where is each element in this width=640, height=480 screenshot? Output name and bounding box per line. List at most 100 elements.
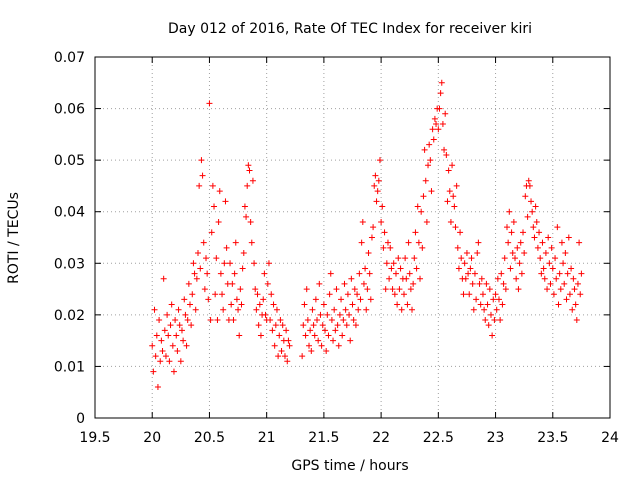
data-point	[164, 311, 171, 318]
data-point	[168, 301, 175, 308]
data-point	[208, 229, 215, 236]
data-point	[443, 151, 450, 158]
data-point	[489, 332, 496, 339]
data-point	[185, 280, 192, 287]
data-point	[381, 229, 388, 236]
data-point	[359, 219, 366, 226]
data-point	[261, 270, 268, 277]
data-point	[510, 219, 517, 226]
data-point	[186, 301, 193, 308]
data-point	[173, 332, 180, 339]
data-point	[556, 270, 563, 277]
data-point	[198, 157, 205, 164]
data-point	[572, 301, 579, 308]
data-point	[455, 265, 462, 272]
data-point	[183, 342, 190, 349]
data-point	[322, 327, 329, 334]
data-point	[269, 327, 276, 334]
data-point	[441, 146, 448, 153]
data-point	[574, 280, 581, 287]
data-point	[229, 280, 236, 287]
data-point	[409, 306, 416, 313]
data-point	[217, 270, 224, 277]
data-point	[403, 275, 410, 282]
data-point	[209, 182, 216, 189]
data-point	[265, 260, 272, 267]
data-point	[578, 270, 585, 277]
data-point	[300, 322, 307, 329]
data-point	[486, 286, 493, 293]
x-tick-label: 23	[487, 430, 505, 446]
data-point	[391, 291, 398, 298]
data-point	[357, 296, 364, 303]
data-point	[402, 255, 409, 262]
data-point	[577, 291, 584, 298]
data-point	[479, 291, 486, 298]
data-point	[220, 306, 227, 313]
data-point	[351, 286, 358, 293]
data-point	[435, 126, 442, 133]
data-point	[469, 280, 476, 287]
data-point	[452, 224, 459, 231]
data-point	[396, 286, 403, 293]
data-point	[160, 275, 167, 282]
data-point	[458, 255, 465, 262]
data-point	[260, 296, 267, 303]
axis-ticks: 19.5 20 20.5 21 21.5 22 22.5 23 23.5 24 0 0.01 0.02 0…	[54, 50, 619, 446]
data-point	[405, 239, 412, 246]
data-point	[481, 306, 488, 313]
data-point	[278, 347, 285, 354]
data-point	[349, 301, 356, 308]
data-point	[324, 311, 331, 318]
data-point	[375, 177, 382, 184]
data-point	[306, 342, 313, 349]
data-point	[153, 332, 160, 339]
data-point	[494, 275, 501, 282]
data-point	[454, 244, 461, 251]
data-point	[284, 358, 291, 365]
data-point	[199, 172, 206, 179]
data-point	[407, 286, 414, 293]
data-point	[522, 193, 529, 200]
data-point	[276, 332, 283, 339]
data-point	[470, 306, 477, 313]
data-point	[355, 306, 362, 313]
x-tick-label: 21	[258, 430, 276, 446]
data-point	[211, 203, 218, 210]
data-point	[267, 317, 274, 324]
data-point	[389, 286, 396, 293]
data-point	[534, 244, 541, 251]
data-point	[319, 322, 326, 329]
data-point	[358, 239, 365, 246]
data-point	[346, 311, 353, 318]
data-point	[482, 317, 489, 324]
data-point	[227, 260, 234, 267]
data-point	[430, 136, 437, 143]
data-point	[573, 317, 580, 324]
data-points	[149, 79, 585, 391]
data-point	[539, 239, 546, 246]
data-point	[233, 296, 240, 303]
data-point	[444, 198, 451, 205]
data-point	[499, 301, 506, 308]
data-point	[558, 239, 565, 246]
data-point	[149, 342, 156, 349]
data-point	[191, 270, 198, 277]
data-point	[465, 270, 472, 277]
data-point	[354, 291, 361, 298]
data-point	[467, 265, 474, 272]
data-point	[530, 224, 537, 231]
data-point	[404, 301, 411, 308]
data-point	[270, 301, 277, 308]
data-point	[302, 332, 309, 339]
data-point	[516, 260, 523, 267]
data-point	[205, 296, 212, 303]
data-point	[390, 260, 397, 267]
data-point	[557, 286, 564, 293]
data-point	[531, 234, 538, 241]
data-point	[192, 306, 199, 313]
data-point	[336, 311, 343, 318]
data-point	[246, 167, 253, 174]
data-point	[422, 177, 429, 184]
data-point	[362, 265, 369, 272]
